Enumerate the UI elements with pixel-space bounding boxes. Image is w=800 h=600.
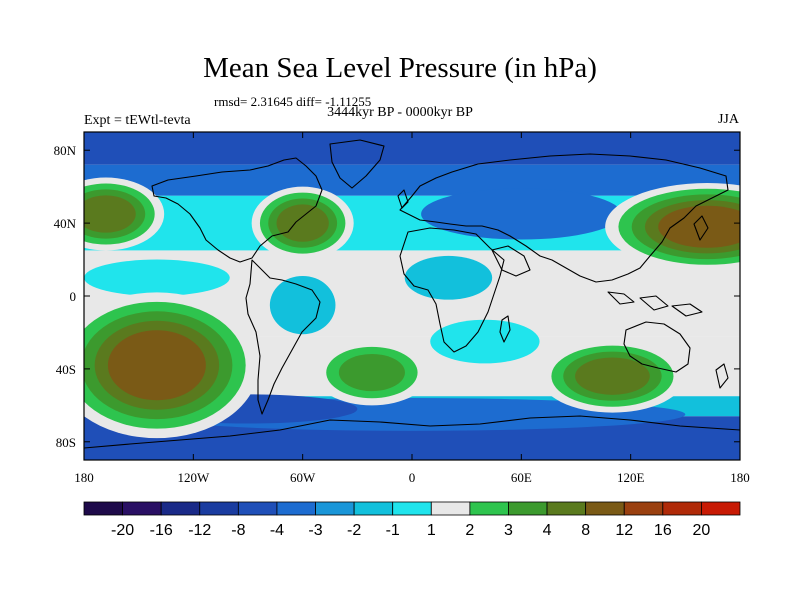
- colorbar-label: -8: [231, 522, 245, 539]
- map-axes: 180 120W 60W 0 60E 120E 180 80N 40N 0 40S 80S: [54, 132, 750, 485]
- y-tick-label: 80S: [56, 435, 76, 450]
- south-atlantic-high-contour-2: [338, 353, 405, 392]
- colorbar-swatch: [237, 501, 278, 516]
- colorbar-swatch: [585, 501, 625, 516]
- period-label: 3444kyr BP - 0000kyr BP: [327, 105, 473, 120]
- stats-label: rmsd= 2.31645 diff= -1.11255: [214, 94, 372, 109]
- colorbar-label: -2: [347, 522, 361, 539]
- x-tick-label: 180: [730, 470, 750, 485]
- colorbar-swatch: [623, 501, 664, 516]
- season-label: JJA: [717, 112, 739, 127]
- north-atlantic-high-contour-3: [276, 204, 329, 242]
- pressure-field: [84, 132, 740, 460]
- x-tick-label: 180: [74, 470, 94, 485]
- colorbar-label: -1: [386, 522, 400, 539]
- y-tick-label: 40S: [56, 362, 76, 377]
- colorbar-swatch: [315, 501, 355, 516]
- colorbar-swatch: [508, 501, 548, 516]
- colorbar-label: 3: [504, 522, 513, 539]
- colorbar-label: 2: [465, 522, 474, 539]
- south-pacific-high-contour-4: [107, 330, 206, 401]
- colorbar-swatch: [353, 501, 394, 516]
- colorbar-label: -16: [150, 522, 173, 539]
- low-anomaly-1: [404, 255, 493, 300]
- colorbar-swatch: [392, 501, 432, 516]
- y-tick-label: 80N: [54, 143, 77, 158]
- colorbar-label: -4: [270, 522, 284, 539]
- colorbar-swatch: [276, 501, 316, 516]
- colorbar-label: 8: [581, 522, 590, 539]
- colorbar-label: -3: [308, 522, 322, 539]
- colorbar-label: -20: [111, 522, 134, 539]
- chart-title: Mean Sea Level Pressure (in hPa): [203, 52, 597, 84]
- experiment-label: Expt = tEWtl-tevta: [84, 113, 191, 128]
- colorbar-label: 4: [543, 522, 552, 539]
- north-pacific-high-west-contour-4: [658, 205, 740, 248]
- colorbar-label: 12: [615, 522, 633, 539]
- colorbar-swatch: [199, 501, 239, 516]
- colorbar-swatch: [662, 501, 702, 516]
- coastlines: [84, 139, 740, 449]
- colorbar-label: 20: [693, 522, 711, 539]
- x-tick-label: 120W: [177, 470, 210, 485]
- x-tick-label: 60W: [290, 470, 316, 485]
- x-tick-label: 0: [409, 470, 416, 485]
- y-tick-label: 40N: [54, 216, 77, 231]
- colorbar-label: -12: [188, 522, 211, 539]
- south-indian-high-contour-3: [575, 357, 650, 395]
- low-anomaly-3: [269, 275, 336, 335]
- field-band-1: [84, 164, 740, 196]
- colorbar-label: 1: [427, 522, 436, 539]
- colorbar-label: 16: [654, 522, 672, 539]
- colorbar-swatch: [430, 501, 471, 516]
- colorbar-swatch: [83, 501, 123, 516]
- low-anomaly-4: [430, 319, 540, 364]
- x-tick-label: 120E: [617, 470, 645, 485]
- low-anomaly-2: [84, 259, 230, 296]
- colorbar-swatch: [122, 501, 162, 516]
- colorbar: -20 -16 -12 -8 -4 -3 -2 -1 1 2 3 4 8 12 16 20: [83, 501, 741, 539]
- north-pacific-high-east-contour-3: [84, 195, 136, 233]
- colorbar-swatch: [160, 501, 201, 516]
- low-anomaly-0: [421, 188, 622, 240]
- colorbar-swatch: [546, 501, 587, 516]
- colorbar-swatch: [469, 501, 509, 516]
- y-tick-label: 0: [70, 289, 77, 304]
- colorbar-swatch: [701, 501, 741, 516]
- x-tick-label: 60E: [511, 470, 532, 485]
